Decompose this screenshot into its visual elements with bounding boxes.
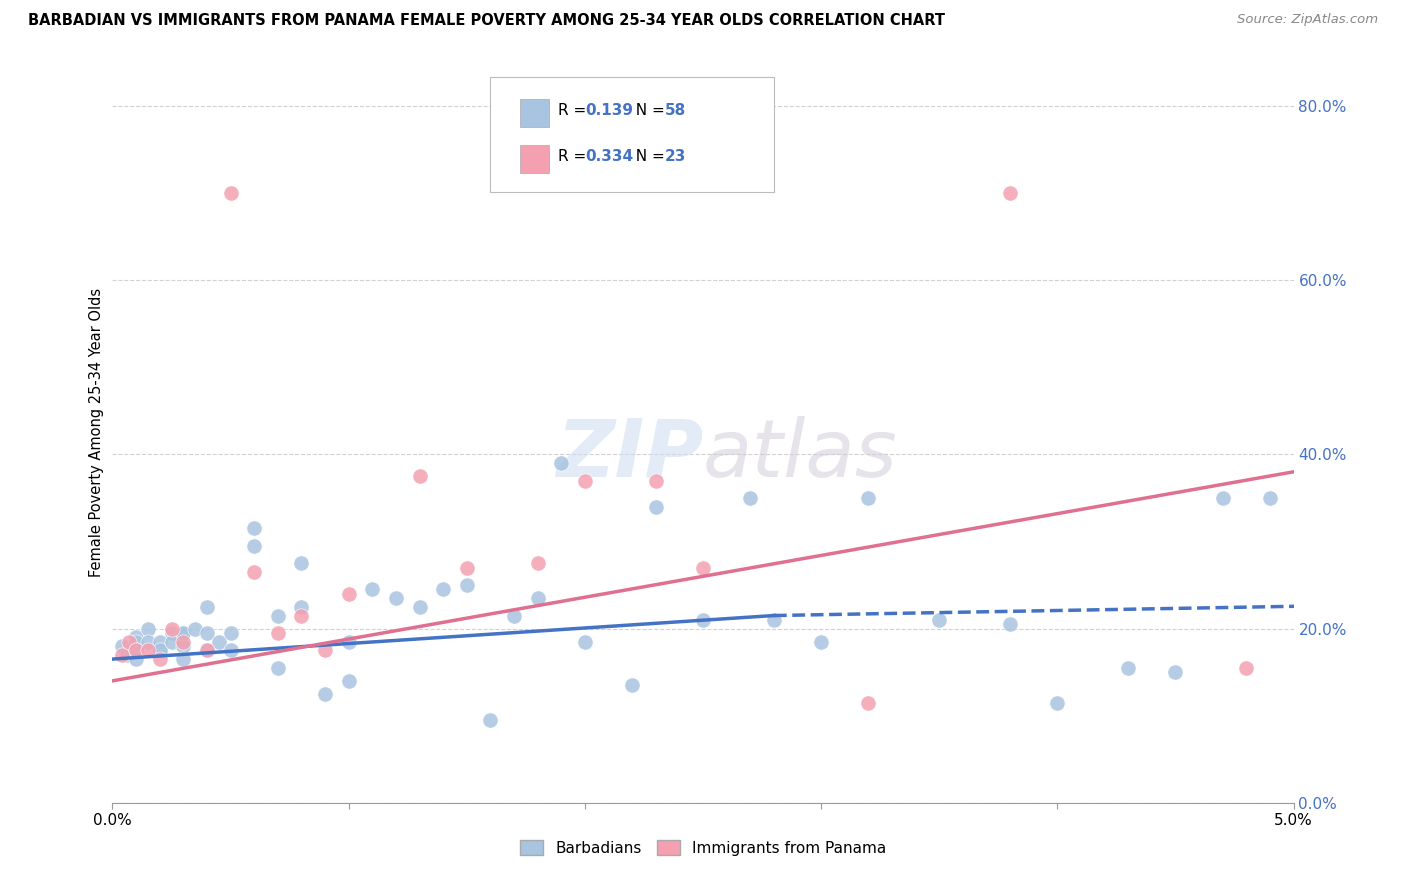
Point (858, 491, 880, 505)
Bar (520, 145, 550, 173)
Point (1234, 661, 1257, 675)
Point (149, 652, 172, 666)
Point (125, 630, 148, 644)
Point (172, 626, 194, 640)
Y-axis label: Female Poverty Among 25-34 Year Olds: Female Poverty Among 25-34 Year Olds (89, 288, 104, 577)
Point (136, 643, 159, 657)
Point (740, 491, 762, 505)
Point (998, 617, 1021, 632)
Point (290, 599, 312, 614)
Text: N =: N = (626, 103, 669, 118)
Point (184, 622, 207, 636)
Point (149, 634, 172, 648)
Point (1258, 491, 1281, 505)
Point (267, 608, 290, 623)
Point (195, 599, 218, 614)
Point (219, 643, 242, 657)
Point (160, 634, 183, 648)
Point (149, 643, 172, 657)
Point (337, 634, 360, 648)
Point (160, 626, 183, 640)
Point (858, 696, 880, 710)
Point (195, 643, 218, 657)
Point (574, 474, 596, 488)
Point (243, 521, 266, 535)
Point (160, 622, 183, 636)
Point (290, 556, 312, 570)
Point (998, 186, 1021, 200)
Point (1164, 665, 1187, 680)
Point (136, 634, 159, 648)
FancyBboxPatch shape (491, 78, 773, 192)
Point (195, 626, 218, 640)
Point (111, 639, 134, 653)
Point (267, 626, 290, 640)
Point (125, 643, 148, 657)
Point (762, 613, 785, 627)
Point (479, 713, 502, 727)
Point (408, 469, 430, 483)
Point (115, 648, 138, 662)
Point (120, 643, 142, 657)
Point (692, 560, 714, 574)
Point (172, 626, 194, 640)
Point (172, 639, 194, 653)
Point (337, 587, 360, 601)
Point (1116, 661, 1139, 675)
Text: 23: 23 (665, 149, 686, 164)
Point (526, 591, 548, 606)
Point (385, 591, 408, 606)
Point (1212, 491, 1234, 505)
Text: R =: R = (558, 149, 591, 164)
Point (125, 652, 148, 666)
Point (621, 678, 644, 692)
Text: BARBADIAN VS IMMIGRANTS FROM PANAMA FEMALE POVERTY AMONG 25-34 YEAR OLDS CORRELA: BARBADIAN VS IMMIGRANTS FROM PANAMA FEMA… (28, 13, 945, 29)
Point (149, 643, 172, 657)
Point (243, 565, 266, 579)
Point (219, 186, 242, 200)
Point (118, 634, 141, 648)
Point (125, 643, 148, 657)
Point (644, 474, 666, 488)
Point (208, 634, 231, 648)
Point (267, 661, 290, 675)
Bar (520, 99, 550, 127)
Point (243, 539, 266, 553)
Point (456, 560, 478, 574)
Point (125, 634, 148, 648)
Text: Source: ZipAtlas.com: Source: ZipAtlas.com (1237, 13, 1378, 27)
Point (692, 613, 714, 627)
Point (550, 456, 572, 470)
Point (361, 582, 384, 597)
Text: N =: N = (626, 149, 669, 164)
Point (337, 673, 360, 688)
Point (111, 648, 134, 662)
Point (810, 634, 832, 648)
Point (172, 652, 194, 666)
Point (644, 500, 666, 514)
Point (456, 578, 478, 592)
Point (503, 608, 526, 623)
Point (136, 622, 159, 636)
Legend: Barbadians, Immigrants from Panama: Barbadians, Immigrants from Panama (513, 834, 893, 862)
Text: 58: 58 (665, 103, 686, 118)
Point (314, 643, 336, 657)
Point (172, 634, 194, 648)
Point (432, 582, 454, 597)
Text: atlas: atlas (703, 416, 898, 494)
Point (574, 634, 596, 648)
Text: 0.334: 0.334 (585, 149, 633, 164)
Text: R =: R = (558, 103, 591, 118)
Point (408, 599, 430, 614)
Point (195, 643, 218, 657)
Point (526, 556, 548, 570)
Point (1046, 696, 1069, 710)
Text: ZIP: ZIP (555, 416, 703, 494)
Point (219, 626, 242, 640)
Point (290, 608, 312, 623)
Point (928, 613, 950, 627)
Text: 0.139: 0.139 (585, 103, 633, 118)
Point (314, 687, 336, 701)
